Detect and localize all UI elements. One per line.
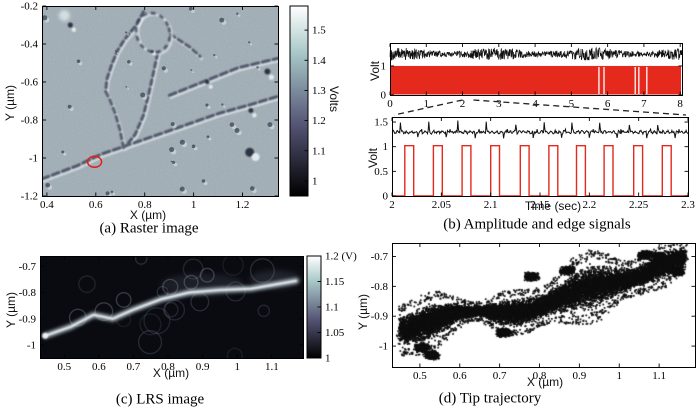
tick-label: -0.2 (21, 1, 38, 13)
lrs-x-axis-label: X (µm) (152, 366, 190, 380)
tick-label: 7 (641, 98, 647, 110)
tick-label: 0.4 (40, 199, 54, 211)
tick-label: 0.6 (89, 199, 103, 211)
lrs-y-axis-label: Y (µm) (4, 291, 18, 329)
tick-label: 1.1 (652, 370, 666, 382)
tick-label: -0.6 (21, 77, 39, 89)
tick-label: -1 (379, 341, 388, 353)
panel-raster-colorbar: 1 1.1 1.2 1.3 1.4 1.5 (289, 5, 326, 197)
tick-label: 1 (424, 98, 430, 110)
tick-label: 3 (496, 98, 502, 110)
signals-caption: (b) Amplitude and edge signals (443, 216, 631, 233)
trajectory-y-axis-label: Y (µm) (356, 293, 370, 331)
tick-label: 1 (235, 361, 241, 373)
trajectory-caption: (d) Tip trajectory (438, 390, 542, 407)
tick-label: 1.2 (312, 115, 326, 127)
signals-zoom-y-axis-label: Volt (366, 147, 380, 169)
tick-label: 2.2 (582, 199, 596, 211)
tick-label: -0.9 (19, 313, 37, 325)
panel-trajectory-axes: 0.5 0.6 0.7 0.8 0.9 1 1.1 -0.7 -0.8 -0.9 -1 (371, 243, 696, 382)
tick-label: 1.1 (312, 145, 326, 157)
tick-label: 2.05 (432, 199, 452, 211)
tick-label: -0.9 (371, 311, 389, 323)
tick-label: 1 (383, 141, 389, 153)
tick-label: 5 (569, 98, 575, 110)
tick-label: -0.7 (19, 261, 37, 273)
tick-label: 1 (381, 60, 387, 72)
panel-signals-full (389, 47, 683, 95)
tick-label: 0 (387, 98, 393, 110)
tick-label: 1.2 (V) (325, 251, 357, 263)
panel-raster-image (42, 6, 278, 196)
tick-label: 6 (605, 98, 611, 110)
tick-label: 0.9 (573, 370, 587, 382)
tick-label: 0.8 (138, 199, 152, 211)
tick-label: 0.6 (453, 370, 467, 382)
tick-label: 0.9 (196, 361, 210, 373)
tick-label: 0 (383, 191, 389, 203)
panel-lrs-axes: 0.5 0.6 0.7 0.8 0.9 1 1.1 -0.7 -0.8 -0.9 -1 (19, 256, 304, 373)
panel-raster-axes: 0.4 0.6 0.8 1 1.2 -0.2 -0.4 -0.6 -0.8 -1 -1.2 (21, 1, 279, 211)
tick-label: 2.25 (629, 199, 649, 211)
tick-label: -0.8 (19, 287, 37, 299)
tick-label: 0.6 (92, 361, 106, 373)
tick-label: -0.7 (371, 251, 389, 263)
tick-label: -0.8 (371, 281, 389, 293)
tick-label: 0.5 (57, 361, 71, 373)
raster-x-axis-label: X (µm) (129, 208, 167, 222)
tick-label: 2 (389, 199, 395, 211)
tick-label: 1.4 (312, 55, 326, 67)
panel-lrs-colorbar: 1 1.05 1.1 1.15 1.2 (V) (306, 251, 357, 365)
trajectory-x-axis-label: X (µm) (526, 375, 564, 389)
tick-label: 1.1 (325, 302, 339, 314)
tick-label: 1.05 (325, 327, 345, 339)
tick-label: 1.2 (236, 199, 250, 211)
tick-label: 0.8 (161, 361, 175, 373)
tick-label: 0.5 (374, 166, 388, 178)
tick-label: 0 (381, 90, 387, 102)
tick-label: 0.7 (127, 361, 141, 373)
tick-label: 2.15 (530, 199, 550, 211)
raster-annotation-circle (86, 155, 103, 169)
signals-x-axis-label: Time (sec) (524, 199, 582, 213)
tick-label: 1.3 (312, 85, 326, 97)
tick-label: -1 (29, 153, 38, 165)
tick-label: 1 (617, 370, 623, 382)
tick-label: 1 (312, 175, 318, 187)
tick-label: -0.8 (21, 115, 39, 127)
raster-y-axis-label: Y (µm) (3, 84, 17, 122)
panel-signals-full-axes: 01234567801 (381, 43, 683, 110)
tick-label: 0.8 (533, 370, 547, 382)
tick-label: 2 (460, 98, 466, 110)
zoom-connector-lines (393, 99, 687, 116)
tick-label: 0.7 (493, 370, 507, 382)
tick-label: 1.1 (265, 361, 279, 373)
tick-label: 1 (191, 199, 197, 211)
tick-label: 2.3 (681, 199, 695, 211)
tick-label: -0.4 (21, 39, 39, 51)
tick-label: 0.5 (413, 370, 427, 382)
tick-label: -1.2 (21, 191, 38, 203)
panel-signals-zoom-axes: 2 2.05 2.1 2.15 2.2 2.25 2.3 0 0.5 1 1.5 (374, 117, 695, 211)
panel-lrs-image (40, 256, 303, 358)
signals-full-y-axis-label: Volt (368, 60, 382, 82)
tick-label: 1.5 (312, 25, 326, 37)
tick-label: 2.1 (484, 199, 498, 211)
raster-colorbar-label: Volts (327, 85, 341, 113)
panel-signals-zoom (391, 120, 689, 197)
tick-label: 1 (325, 353, 331, 365)
raster-caption: (a) Raster image (99, 220, 199, 237)
tick-label: -1 (27, 339, 36, 351)
tick-label: 8 (677, 98, 683, 110)
tick-label: 1.15 (325, 276, 345, 288)
tick-label: 1.5 (374, 117, 388, 129)
lrs-caption: (c) LRS image (115, 391, 205, 408)
